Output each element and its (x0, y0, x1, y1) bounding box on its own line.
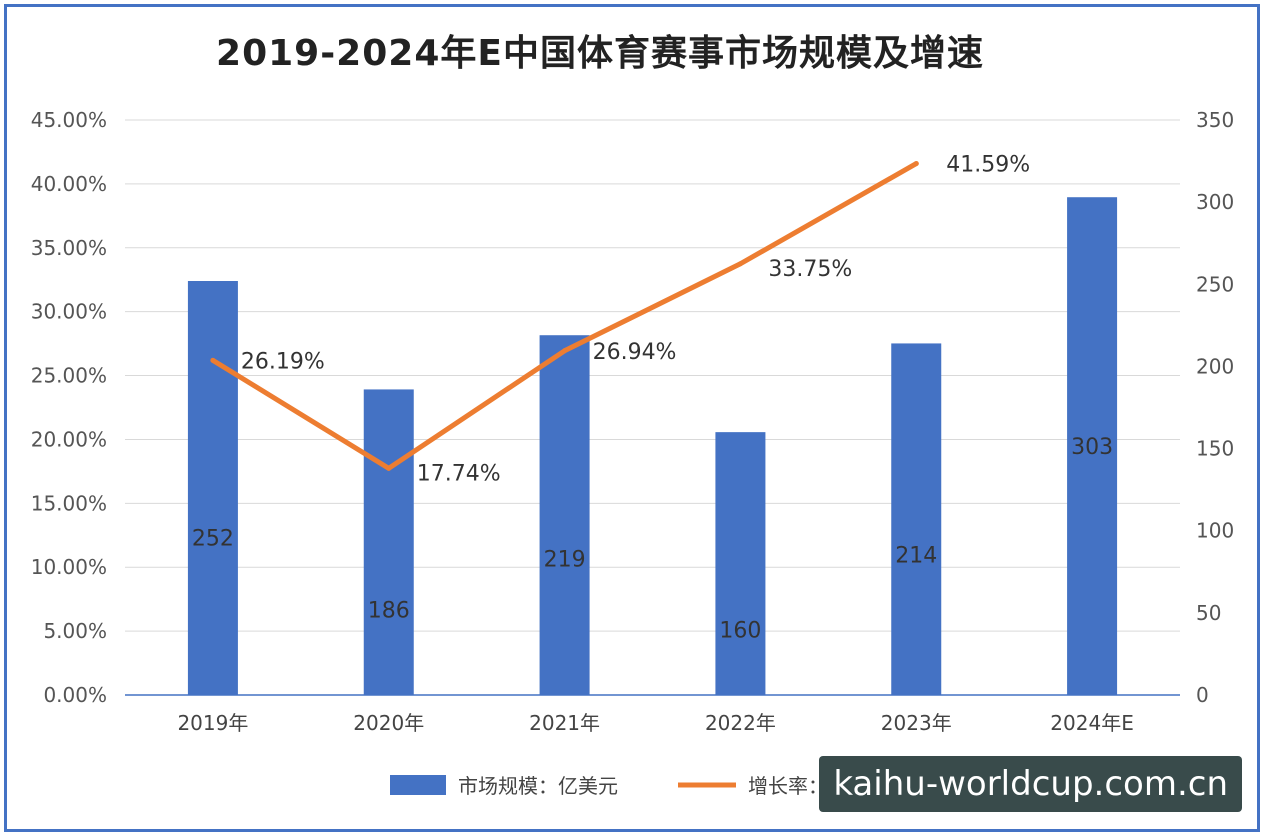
y-left-tick-label: 20.00% (31, 427, 107, 451)
bar-data-label: 252 (192, 527, 234, 552)
bar-data-label: 160 (719, 618, 761, 643)
bar (1067, 197, 1118, 695)
line-data-label: 33.75% (768, 257, 852, 282)
bar (539, 335, 590, 695)
x-category-label: 2019年 (177, 711, 248, 735)
bar-data-label: 219 (544, 547, 586, 572)
y-right-tick-label: 300 (1196, 190, 1234, 214)
line-point (737, 261, 743, 267)
y-left-tick-label: 10.00% (31, 555, 107, 579)
y-left-tick-label: 45.00% (31, 108, 107, 132)
line-data-label: 26.94% (593, 340, 677, 365)
x-category-label: 2023年 (881, 711, 952, 735)
x-category-label: 2022年 (705, 711, 776, 735)
y-left-tick-label: 35.00% (31, 236, 107, 260)
y-right-tick-label: 250 (1196, 272, 1234, 296)
line-point (210, 357, 216, 363)
line-data-label: 41.59% (946, 153, 1030, 178)
line-point (386, 465, 392, 471)
y-left-tick-label: 25.00% (31, 364, 107, 388)
bar (187, 281, 238, 695)
bar (891, 343, 942, 695)
legend-bar-label: 市场规模：亿美元 (458, 774, 618, 798)
legend-line-label: 增长率： (748, 774, 828, 798)
line-data-label: 17.74% (417, 461, 501, 486)
y-right-tick-label: 350 (1196, 108, 1234, 132)
y-left-tick-label: 40.00% (31, 172, 107, 196)
y-right-tick-label: 100 (1196, 519, 1234, 543)
watermark-banner: kaihu-worldcup.com.cn (819, 756, 1242, 812)
bar (715, 432, 766, 695)
y-right-tick-label: 200 (1196, 354, 1234, 378)
x-category-label: 2020年 (353, 711, 424, 735)
line-data-label: 26.19% (241, 349, 325, 374)
y-left-tick-label: 0.00% (43, 683, 107, 707)
x-category-label: 2024年E (1050, 711, 1134, 735)
x-category-label: 2021年 (529, 711, 600, 735)
bar-data-label: 303 (1071, 435, 1113, 460)
y-left-tick-label: 15.00% (31, 491, 107, 515)
line-point (913, 161, 919, 167)
y-left-tick-label: 30.00% (31, 300, 107, 324)
bar-data-label: 214 (895, 543, 937, 568)
y-right-tick-label: 0 (1196, 683, 1209, 707)
line-point (562, 348, 568, 354)
y-left-tick-label: 5.00% (43, 619, 107, 643)
bar-data-label: 186 (368, 598, 410, 623)
y-right-tick-label: 150 (1196, 437, 1234, 461)
bar (363, 389, 414, 695)
chart-title: 2019-2024年E中国体育赛事市场规模及增速 (216, 33, 984, 74)
legend-bar-swatch (390, 775, 446, 795)
y-right-tick-label: 50 (1196, 601, 1221, 625)
